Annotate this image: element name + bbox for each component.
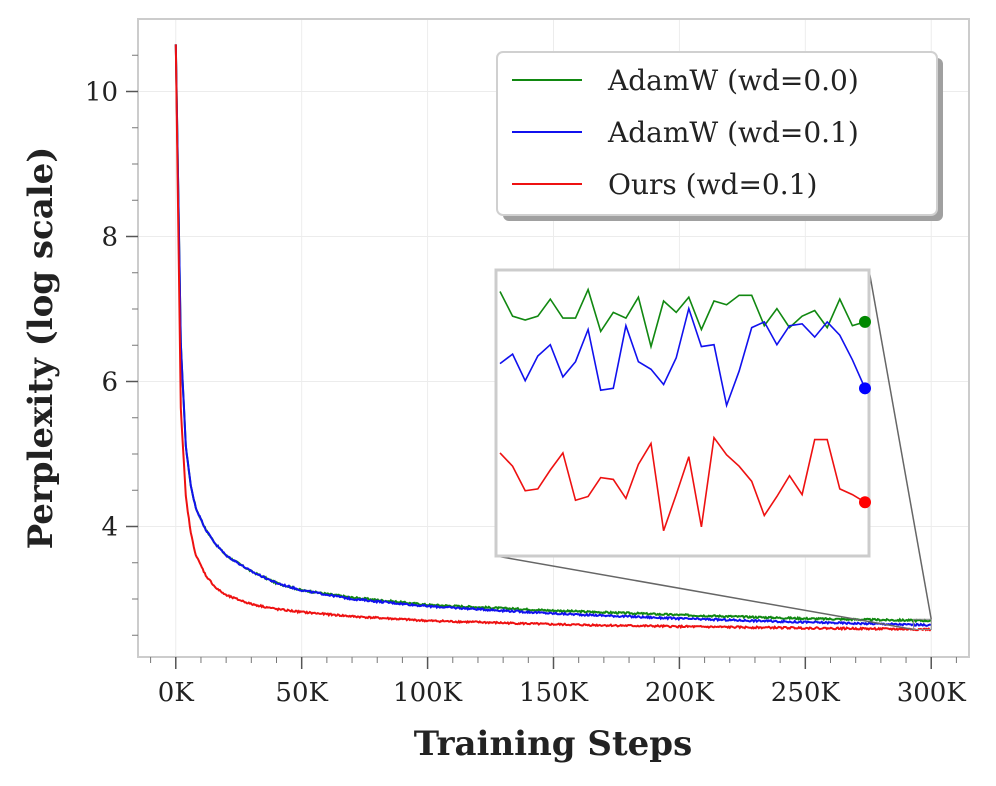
- inset-end-marker-3: [859, 496, 871, 509]
- x-tick-label: 300K: [897, 678, 967, 708]
- inset-series-line-3: [499, 435, 866, 531]
- series-lines: [174, 44, 932, 632]
- y-axis-label: Perplexity (log scale): [21, 147, 61, 550]
- x-axis-label: Training Steps: [414, 724, 692, 764]
- x-tick-label: 150K: [519, 678, 589, 708]
- legend-entry-3: Ours (wd=0.1): [608, 168, 817, 201]
- tick-labels: 0K 50K 100K 150K 200K 250K 300K 4 6 8 10: [85, 78, 966, 709]
- zoom-region-box: [913, 618, 932, 630]
- inset-series-line-2: [499, 305, 866, 409]
- inset-end-marker-1: [859, 315, 871, 328]
- series-line-3: [174, 44, 931, 632]
- legend-box: [496, 51, 938, 216]
- inset-connector-lines: [495, 269, 932, 631]
- axis-ticks: [126, 54, 957, 669]
- x-tick-label: 0K: [158, 678, 195, 708]
- x-tick-label: 200K: [645, 678, 715, 708]
- series-line-2: [174, 44, 932, 627]
- x-tick-label: 250K: [771, 678, 841, 708]
- legend: AdamW (wd=0.0) AdamW (wd=0.1) Ours (wd=0.1…: [496, 51, 943, 221]
- legend-entry-2: AdamW (wd=0.1): [607, 116, 859, 149]
- y-tick-label: 4: [101, 513, 118, 543]
- inset-end-marker-2: [859, 382, 871, 395]
- x-tick-label: 100K: [393, 678, 463, 708]
- inset-series-line-1: [499, 287, 866, 350]
- inset-frame: [494, 268, 871, 558]
- legend-entry-1: AdamW (wd=0.0): [607, 64, 859, 97]
- inset-connector-top: [868, 269, 932, 620]
- y-tick-label: 8: [101, 223, 118, 253]
- x-tick-label: 50K: [275, 678, 328, 708]
- inset-zoom: [494, 268, 871, 558]
- y-tick-label: 10: [85, 78, 118, 108]
- inset-connector-bottom: [495, 555, 914, 631]
- y-tick-label: 6: [101, 368, 118, 398]
